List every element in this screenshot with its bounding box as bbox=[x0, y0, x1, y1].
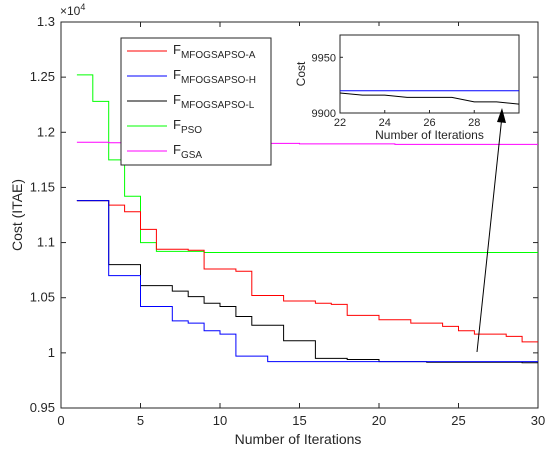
legend-label: FMFOGSAPSO-A bbox=[173, 42, 256, 61]
legend-label: FGSA bbox=[173, 142, 202, 161]
legend: FMFOGSAPSO-A FMFOGSAPSO-H FMFOGSAPSO-L FPSO… bbox=[120, 37, 272, 166]
y-axis-label: Cost (ITAE) bbox=[9, 179, 25, 251]
inset-x-axis-label: Number of Iterations bbox=[375, 128, 484, 142]
x-tick-label: 20 bbox=[372, 413, 386, 428]
legend-label: FPSO bbox=[173, 117, 202, 136]
inset-x-tick-label: 22 bbox=[334, 117, 346, 129]
zoom-arrow bbox=[476, 108, 506, 353]
inset-x-tick-label: 26 bbox=[423, 117, 435, 129]
series-line-pso bbox=[76, 74, 538, 253]
inset-series-line bbox=[339, 92, 520, 105]
y-tick-label: 1.3 bbox=[37, 14, 55, 29]
x-tick-label: 30 bbox=[531, 413, 545, 428]
x-tick-label: 25 bbox=[451, 413, 465, 428]
inset-zoom-chart: 22 24 26 28 9900 9950 Number of Iterations Cost bbox=[292, 26, 526, 142]
exponent-label: ×104 bbox=[60, 2, 85, 18]
exponent-base: ×10 bbox=[60, 4, 81, 18]
y-tick-label: 1 bbox=[48, 345, 55, 360]
series-line-mfogsapso-a bbox=[76, 200, 538, 343]
inset-x-tick-label: 28 bbox=[468, 117, 480, 129]
inset-y-axis-label: Cost bbox=[294, 61, 308, 86]
y-tick-label: 1.25 bbox=[30, 69, 55, 84]
series-line-mfogsapso-l bbox=[76, 200, 538, 364]
x-axis-label: Number of Iterations bbox=[235, 431, 362, 447]
y-tick-label: 1.05 bbox=[30, 290, 55, 305]
inset-x-tick-label: 24 bbox=[379, 117, 391, 129]
y-tick-label: 1.15 bbox=[30, 179, 55, 194]
x-tick-label: 10 bbox=[213, 413, 227, 428]
exponent-power: 4 bbox=[80, 2, 85, 12]
x-tick-label: 5 bbox=[137, 413, 144, 428]
inset-y-tick-label: 9950 bbox=[312, 52, 336, 64]
zoom-arrow-line bbox=[476, 115, 503, 353]
inset-y-tick-label: 9900 bbox=[312, 108, 336, 120]
zoom-arrow-head bbox=[497, 108, 506, 123]
y-tick-label: 1.1 bbox=[37, 235, 55, 250]
x-tick-label: 0 bbox=[57, 413, 64, 428]
y-tick-label: 0.95 bbox=[30, 400, 55, 415]
y-tick-label: 1.2 bbox=[37, 124, 55, 139]
legend-label: FMFOGSAPSO-L bbox=[173, 92, 255, 111]
series-line-mfogsapso-h bbox=[76, 200, 538, 363]
legend-label: FMFOGSAPSO-H bbox=[173, 67, 256, 86]
svg-text:×104: ×104 bbox=[60, 2, 85, 18]
x-tick-label: 15 bbox=[292, 413, 306, 428]
inset-frame bbox=[339, 34, 520, 114]
